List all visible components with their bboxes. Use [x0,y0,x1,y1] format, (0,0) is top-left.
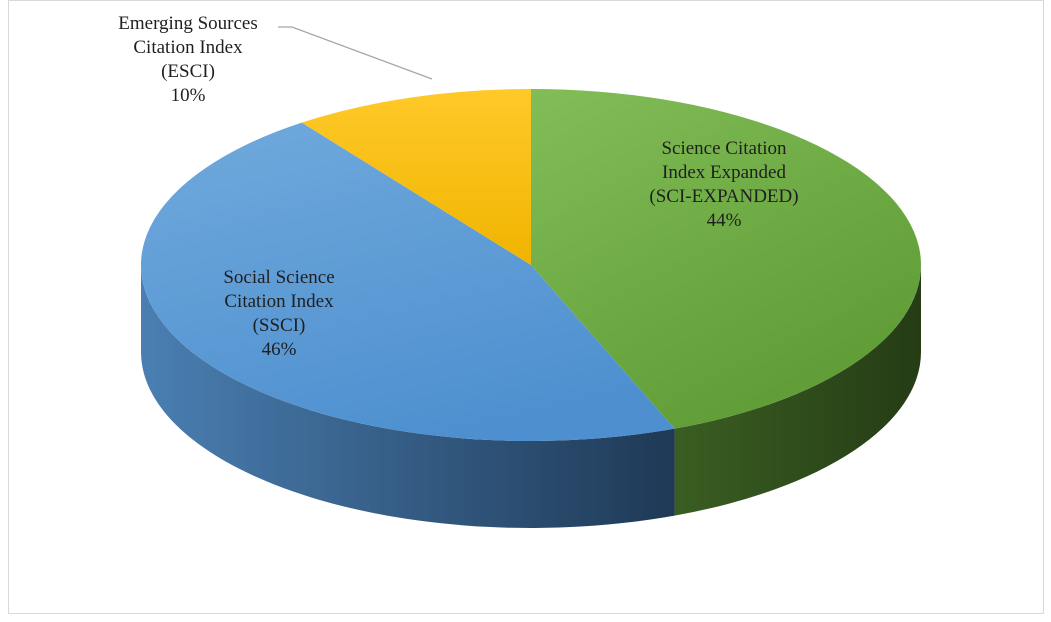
pie-side-sci-expanded [674,265,921,516]
data-label-value-ssci: 46% [262,339,297,360]
data-label-ssci: Social Science [223,267,334,288]
data-label-sci-expanded: (SCI-EXPANDED) [649,186,798,207]
data-label-sci-expanded: Index Expanded [662,162,786,183]
pie-slice-sci-expanded [531,89,921,429]
data-label-value-esci: 10% [171,85,206,106]
data-label-ssci: (SSCI) [253,315,306,336]
data-label-esci: Emerging Sources [118,13,258,34]
data-label-value-sci-expanded: 44% [707,210,742,231]
pie-side-ssci [141,265,675,528]
data-label-ssci: Citation Index [224,291,334,312]
leader-line-esci [278,26,433,80]
data-label-esci: Citation Index [133,37,243,58]
pie-slice-esci [301,89,531,265]
pie-slice-ssci [140,122,675,442]
data-label-esci: (ESCI) [161,61,215,82]
data-label-sci-expanded: Science Citation [661,138,787,159]
